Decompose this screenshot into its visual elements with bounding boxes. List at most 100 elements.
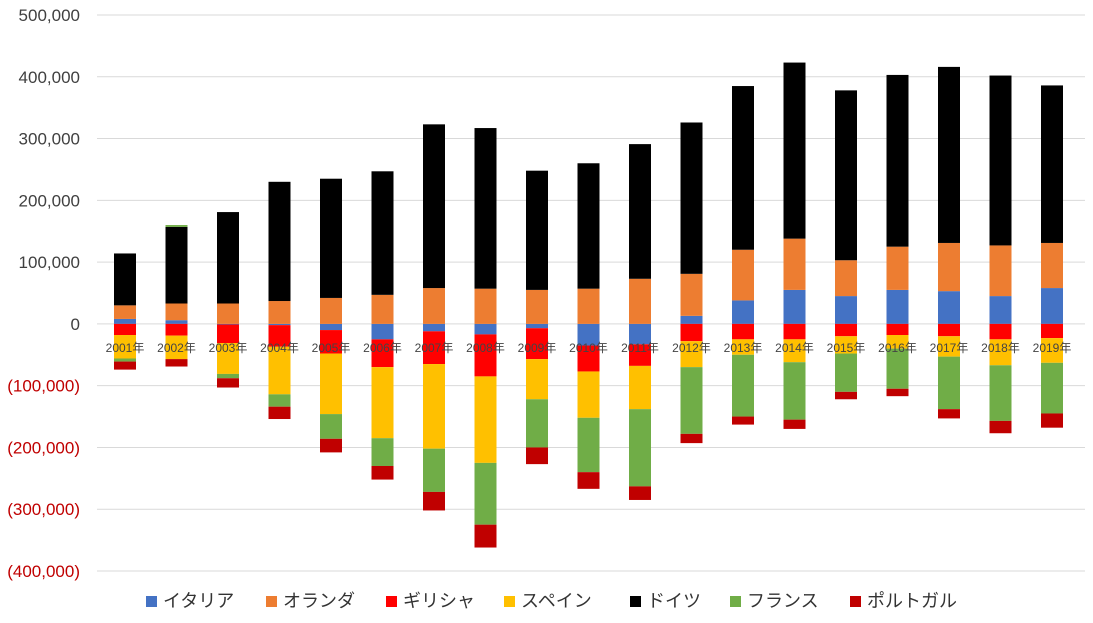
bar-segment <box>835 336 857 354</box>
bar-segment <box>371 438 394 466</box>
bar-segment <box>165 323 188 336</box>
legend-swatch <box>386 596 397 607</box>
bar-segment <box>371 171 394 295</box>
x-category-label: 2010年 <box>569 341 608 355</box>
bar-segment <box>423 331 445 365</box>
bar-segment <box>268 301 291 324</box>
bar-segment <box>680 433 703 444</box>
bar-segment <box>629 278 651 324</box>
bar-segment <box>217 303 239 324</box>
x-category-label: 2006年 <box>363 341 402 355</box>
bar-segment <box>526 323 548 329</box>
bar-segment <box>577 323 600 346</box>
x-category-label: 2017年 <box>930 341 969 355</box>
bar-segment <box>474 524 497 548</box>
bar-segment <box>989 323 1012 340</box>
y-tick-label: 300,000 <box>19 130 80 149</box>
bar-segment <box>680 341 703 368</box>
bar-segment <box>526 289 548 324</box>
bar-segment <box>732 323 754 340</box>
bar-segment <box>835 260 857 297</box>
y-tick-label: 100,000 <box>19 253 80 272</box>
bar-segment <box>268 346 291 395</box>
bar-segment <box>629 365 651 410</box>
bar-segment <box>1041 338 1063 363</box>
bar-segment <box>886 246 909 290</box>
bar-segment <box>320 178 342 298</box>
bar-segment <box>783 62 806 239</box>
legend-label: フランス <box>747 591 819 611</box>
bar-segment <box>938 291 960 324</box>
bar-segment <box>989 365 1012 421</box>
bar-segment <box>371 294 394 324</box>
bar-segment <box>680 315 703 324</box>
bar-segment <box>886 289 909 324</box>
bar-segment <box>938 66 960 243</box>
x-category-label: 2018年 <box>981 341 1020 355</box>
bar-segment <box>783 419 806 429</box>
bar-segment <box>938 323 960 337</box>
bar-segment <box>526 170 548 290</box>
bar-segment <box>423 491 445 511</box>
x-category-label: 2005年 <box>312 341 351 355</box>
bar-segment <box>1041 323 1063 339</box>
bar-segment <box>371 465 394 480</box>
bar-segment <box>320 414 342 439</box>
bar-segment <box>165 335 188 360</box>
bar-segment <box>577 371 600 418</box>
bar-segment <box>526 328 548 360</box>
bar-segment <box>371 339 394 368</box>
y-tick-label: (400,000) <box>7 562 80 581</box>
bar-segment <box>320 353 342 415</box>
bar-segment <box>680 323 703 342</box>
bar-segment <box>783 238 806 290</box>
bar-segment <box>268 325 291 347</box>
bar-segment <box>989 296 1012 324</box>
bar-segment <box>629 323 651 345</box>
bar-segment <box>886 74 909 247</box>
bar-segment <box>217 324 239 344</box>
bar-segment <box>320 438 342 453</box>
bar-segment <box>989 420 1012 434</box>
y-tick-label: (100,000) <box>7 377 80 396</box>
bar-segment <box>217 212 239 304</box>
bar-segment <box>783 323 806 340</box>
bar-segment <box>474 128 497 289</box>
bar-segment <box>217 373 239 379</box>
bar-segment <box>938 336 960 357</box>
bar-segment <box>577 288 600 324</box>
bar-segment <box>938 242 960 292</box>
legend-label: ドイツ <box>647 591 701 611</box>
bar-segment <box>629 344 651 366</box>
bar-segment <box>1041 288 1063 324</box>
x-category-label: 2016年 <box>878 341 917 355</box>
bar-segment <box>217 378 239 388</box>
bar-segment <box>526 399 548 448</box>
bar-segment <box>217 323 239 325</box>
bar-segment <box>680 367 703 434</box>
legend: イタリア オランダ ギリシャ スペイン ドイツ フランス ポルトガル <box>146 591 957 611</box>
bar-segment <box>165 320 188 324</box>
bar-segment <box>835 296 857 324</box>
bar-segment <box>577 417 600 473</box>
bar-segment <box>474 462 497 525</box>
bar-segment <box>629 409 651 487</box>
y-tick-label: (300,000) <box>7 500 80 519</box>
bar-segment <box>732 86 754 250</box>
bar-segment <box>165 226 188 304</box>
bar-segment <box>474 334 497 377</box>
bar-segment <box>114 318 136 324</box>
bar-segment <box>423 364 445 449</box>
bar-segment <box>835 323 857 337</box>
bar-segment <box>165 303 188 321</box>
y-tick-label: 400,000 <box>19 68 80 87</box>
bar-segment <box>1041 413 1063 428</box>
bar-segment <box>732 416 754 425</box>
bar-segment <box>989 245 1012 297</box>
bar-segment <box>680 273 703 316</box>
legend-swatch <box>850 596 861 607</box>
bar-segment <box>732 354 754 417</box>
x-category-label: 2007年 <box>415 341 454 355</box>
bar-segment <box>783 362 806 420</box>
